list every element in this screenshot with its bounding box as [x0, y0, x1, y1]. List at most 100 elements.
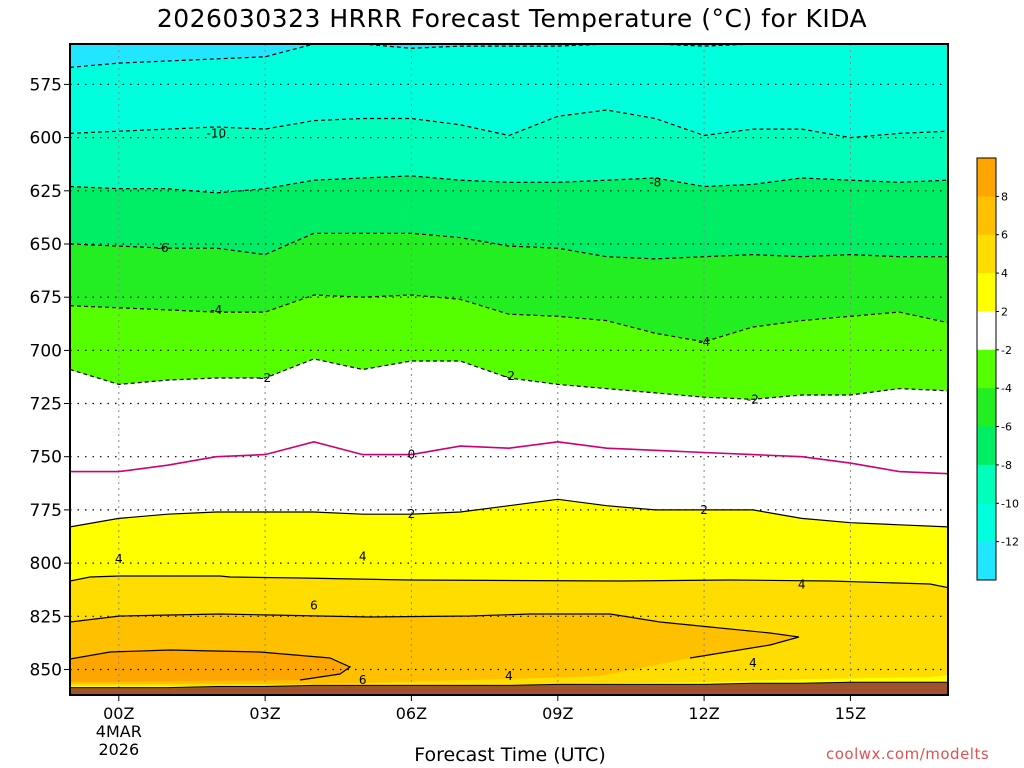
gridlines [70, 44, 948, 695]
temp-band-0 [70, 358, 948, 474]
contour-label: -2 [503, 369, 515, 383]
isotherm--12 [70, 44, 948, 68]
colorbar-swatch [977, 196, 996, 236]
x-tick-label: 06Z [396, 704, 427, 723]
contour-label: 2 [700, 503, 708, 517]
x-tick-label: 12Z [688, 704, 719, 723]
temp-band--2 [70, 295, 948, 400]
ground-surface [70, 682, 948, 695]
isotherm--10 [70, 109, 948, 139]
temp-band--6 [70, 175, 948, 259]
y-tick-label: 775 [30, 501, 62, 521]
contour-label-text: 4 [749, 656, 757, 670]
site-credit[interactable]: coolwx.com/modelts [826, 745, 990, 763]
contour-label-text: 6 [310, 599, 318, 613]
isotherm--2 [70, 358, 948, 400]
y-tick-label: 850 [30, 661, 62, 681]
contour-label-text: 4 [115, 552, 123, 566]
isotherm--6 [70, 232, 948, 260]
y-tick-label: 600 [30, 129, 62, 149]
colorbar-swatch [977, 273, 996, 312]
contour-label-text: 0 [408, 448, 416, 462]
contour-label-text: 4 [798, 577, 806, 591]
contour-label-text: -2 [747, 392, 759, 406]
contour-label-text: -8 [649, 175, 661, 189]
colorbar-swatch [977, 426, 996, 466]
colorbar-label: -4 [1001, 382, 1012, 395]
x-date-label: 4MAR [96, 722, 142, 741]
temp-band--8 [70, 110, 948, 193]
isotherm-8 [70, 649, 352, 681]
x-tick-label: 03Z [249, 704, 280, 723]
contour-label: 4 [115, 552, 123, 566]
contour-label: -4 [698, 335, 710, 349]
ground-layer [70, 681, 948, 695]
y-tick-label: 700 [30, 341, 62, 361]
contour-label-text: 2 [408, 507, 416, 521]
axes: 575 600 625 650 675 700 725 750 775 800 825 850 00Z 0… [30, 43, 949, 759]
colorbar-label: -6 [1001, 421, 1012, 434]
colorbar-label: 8 [1001, 190, 1008, 203]
y-tick-label: 625 [30, 182, 62, 202]
contour-label-text: -4 [698, 335, 710, 349]
contour-label: -8 [649, 175, 661, 189]
y-tick-label: 575 [30, 75, 62, 95]
contour-label-text: -2 [503, 369, 515, 383]
contour-label: -2 [747, 392, 759, 406]
contour-label: 6 [310, 599, 318, 613]
colorbar-label: -8 [1001, 459, 1012, 472]
contour-label: -6 [157, 241, 169, 255]
isotherm-2 [70, 498, 948, 528]
temp-band-8 [70, 650, 350, 682]
temp-band--4 [70, 233, 948, 342]
contour-label-text: -2 [259, 371, 271, 385]
temp-band--10 [70, 44, 948, 138]
contour-label: 4 [749, 656, 757, 670]
x-tick-label: 09Z [542, 704, 573, 723]
colorbar-swatch [977, 349, 996, 389]
contour-label: -10 [206, 126, 226, 140]
isotherm-6-upper [70, 613, 800, 659]
y-tick-label: 725 [30, 395, 62, 415]
colorbar-swatch [977, 541, 996, 581]
contour-label: 4 [505, 669, 513, 683]
contour-label-text: -10 [206, 126, 226, 140]
colorbar-swatch [977, 311, 996, 351]
colorbar: 8 6 4 2 -2 -4 -6 -8 -10 -12 [976, 157, 1019, 581]
contour-label-text: -4 [210, 303, 222, 317]
temperature-fill-bands [70, 44, 948, 695]
x-date-label: 2026 [98, 740, 139, 759]
colorbar-label: -12 [1001, 536, 1019, 549]
colorbar-swatch [977, 234, 996, 274]
colorbar-swatch [977, 388, 996, 428]
x-tick-label: 00Z [103, 704, 134, 723]
colorbar-swatch [977, 464, 996, 504]
isotherm-contours [70, 44, 948, 681]
y-tick-label: 750 [30, 448, 62, 468]
contour-label-text: -6 [157, 241, 169, 255]
contour-label: -2 [259, 371, 271, 385]
colorbar-label: -2 [1001, 344, 1012, 357]
contour-label: 0 [408, 448, 416, 462]
contour-label-text: 4 [505, 669, 513, 683]
contour-label: 6 [359, 673, 367, 687]
contour-label-text: 6 [359, 673, 367, 687]
plot-frame [69, 43, 949, 696]
isotherm--4 [70, 294, 948, 343]
colorbar-swatch [977, 158, 996, 197]
contour-label: 4 [798, 577, 806, 591]
x-tick-label: 15Z [835, 704, 866, 723]
isotherm-0 [70, 440, 948, 475]
contour-label: -4 [210, 303, 222, 317]
y-tick-label: 825 [30, 607, 62, 627]
colorbar-label: -10 [1001, 497, 1019, 510]
y-tick-label: 675 [30, 288, 62, 308]
y-tick-label: 800 [30, 554, 62, 574]
contour-label: 2 [408, 507, 416, 521]
contour-label-text: 4 [359, 550, 367, 564]
colorbar-swatch [977, 503, 996, 543]
colorbar-label: 4 [1001, 267, 1008, 280]
temp-band-2 [70, 441, 948, 527]
colorbar-frame [976, 157, 997, 581]
